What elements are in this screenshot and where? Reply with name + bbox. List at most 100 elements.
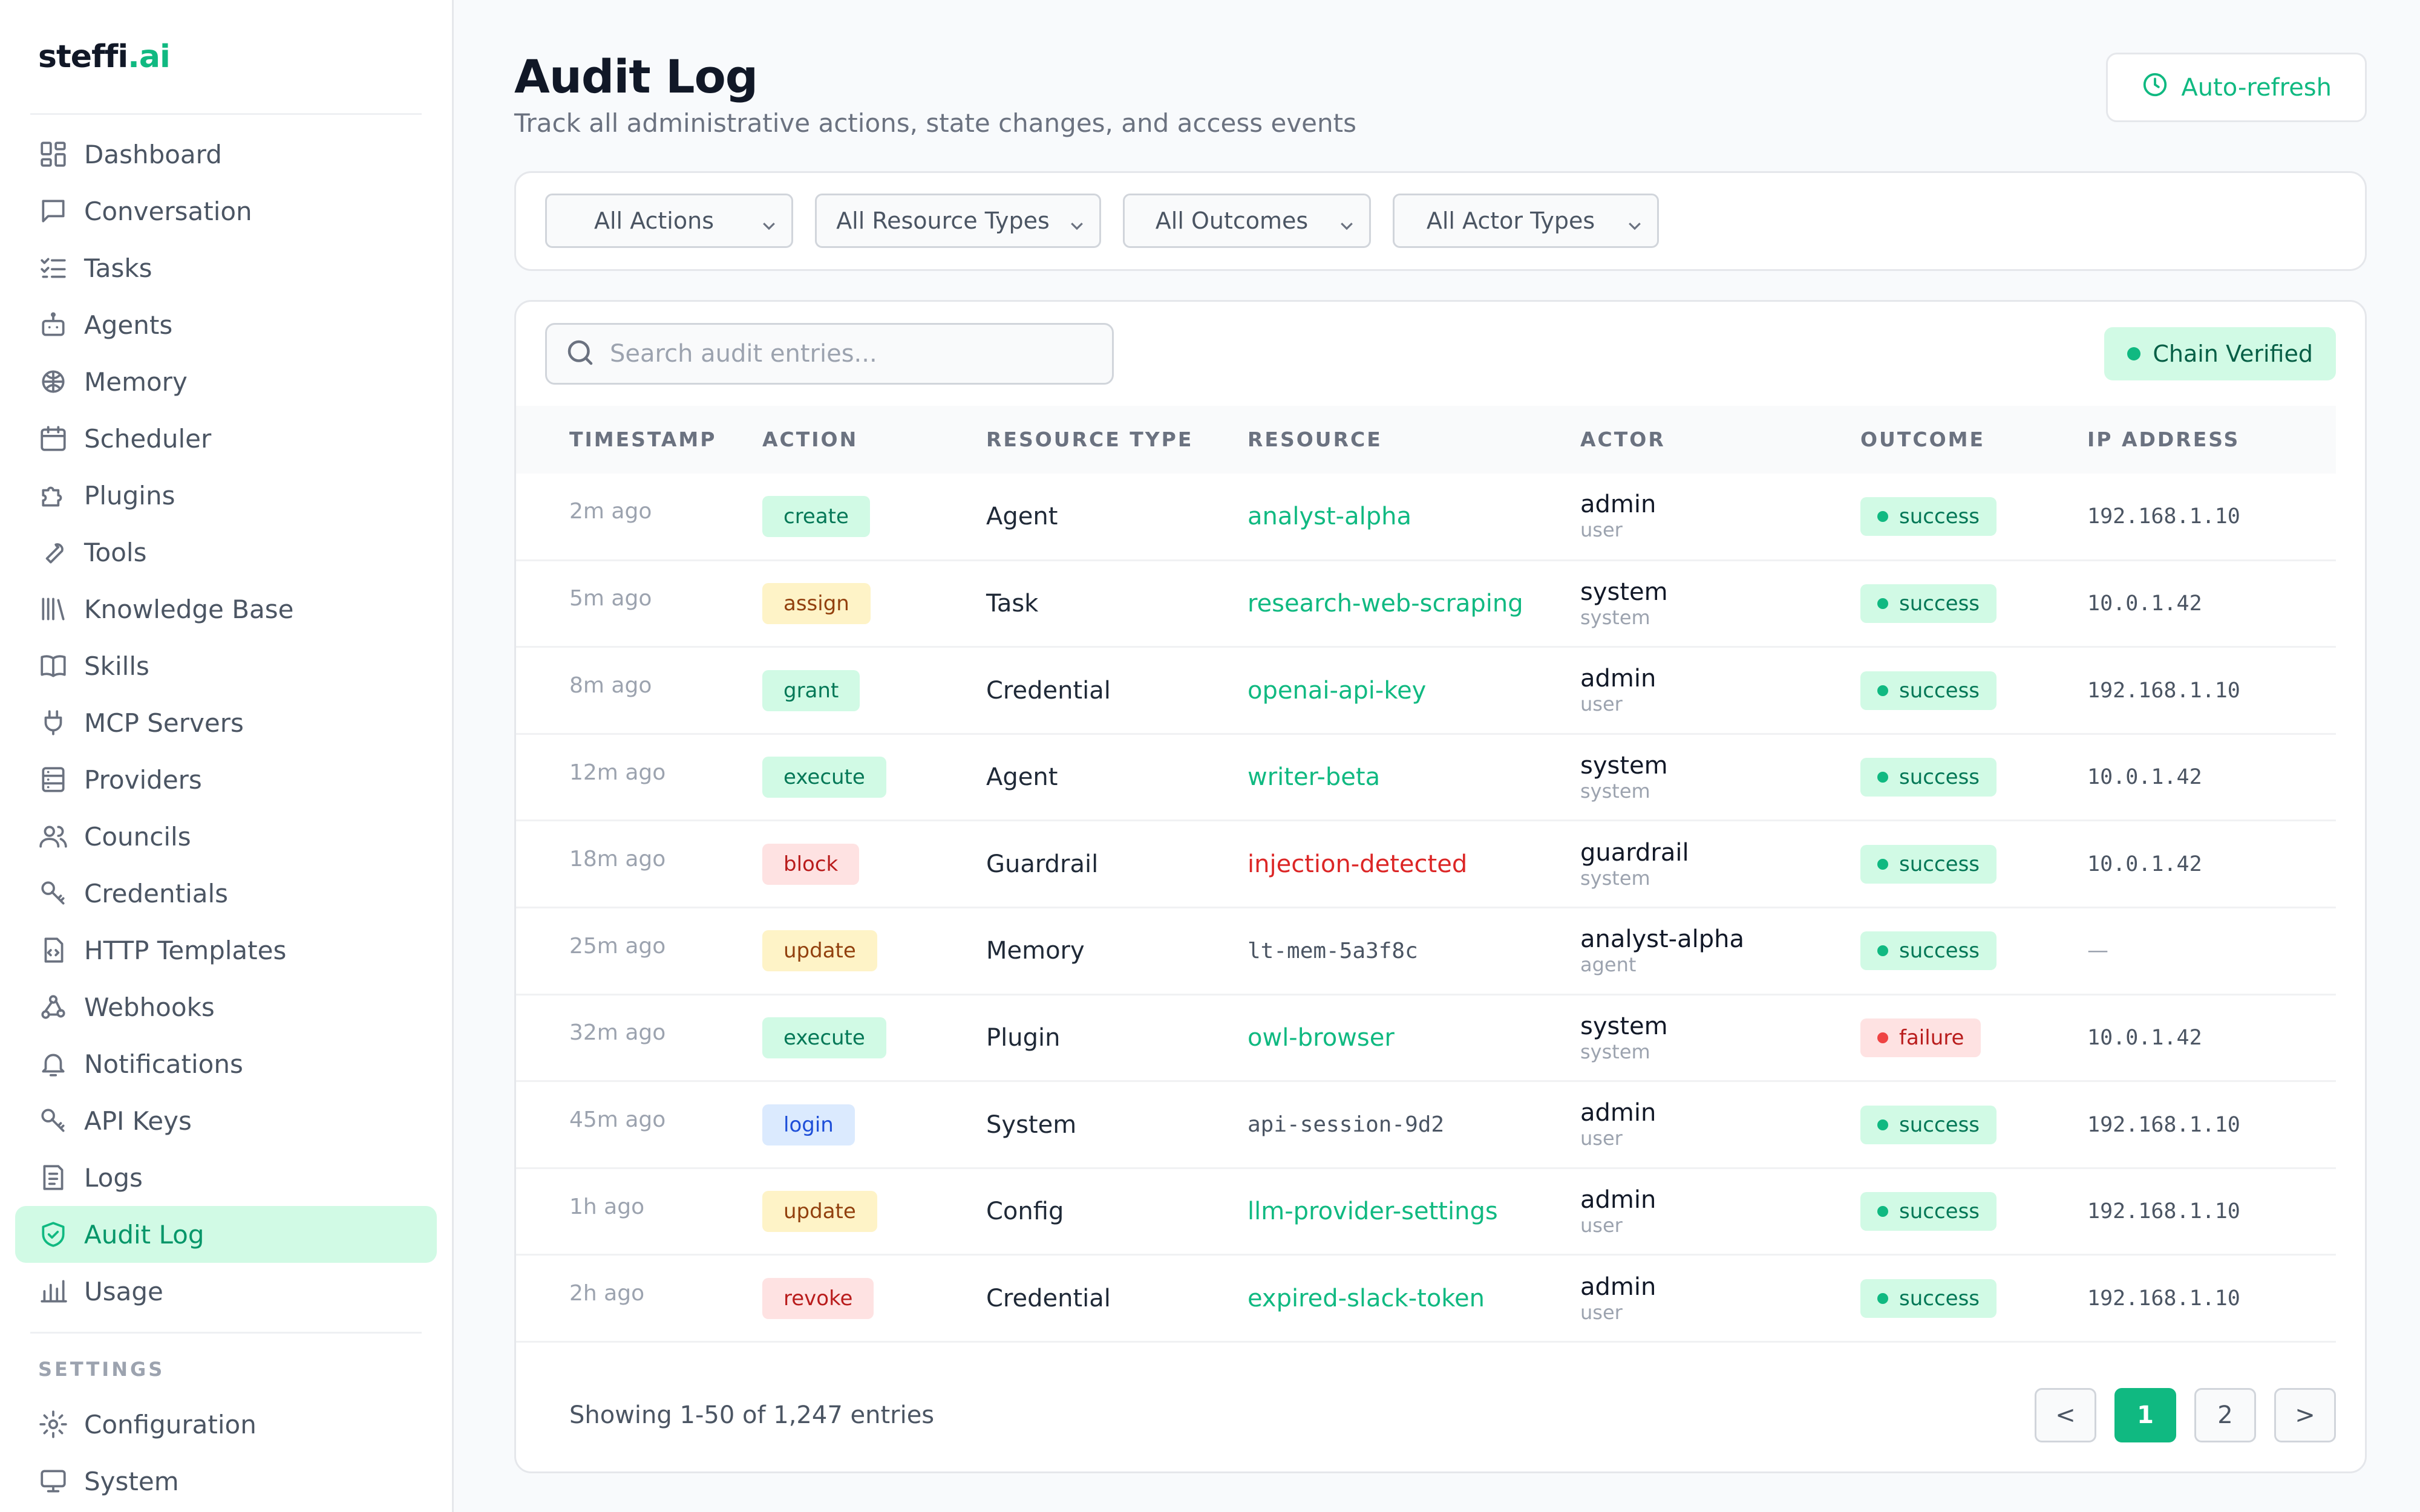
status-dot-icon bbox=[1877, 858, 1888, 870]
actor-types-filter-value: All Actor Types bbox=[1426, 207, 1595, 235]
sidebar-item-memory[interactable]: Memory bbox=[15, 353, 437, 410]
actor-name: system bbox=[1580, 1012, 1668, 1040]
chevron-down-icon bbox=[1338, 213, 1356, 232]
prev-page-button[interactable]: < bbox=[2035, 1388, 2096, 1443]
actor-name: admin bbox=[1580, 1272, 1656, 1301]
sidebar-item-skills[interactable]: Skills bbox=[15, 637, 437, 694]
sidebar-item-dashboard[interactable]: Dashboard bbox=[15, 126, 437, 183]
outcome-label: success bbox=[1899, 765, 1980, 790]
sidebar-item-label: Credentials bbox=[84, 878, 229, 908]
sidebar-item-api-keys[interactable]: API Keys bbox=[15, 1092, 437, 1149]
sidebar-item-webhooks[interactable]: Webhooks bbox=[15, 979, 437, 1035]
column-header-action[interactable]: ACTION bbox=[762, 428, 858, 452]
sidebar-item-tasks[interactable]: Tasks bbox=[15, 240, 437, 296]
sidebar-item-audit-log[interactable]: Audit Log bbox=[15, 1206, 437, 1263]
timestamp-cell: 25m ago bbox=[516, 907, 762, 996]
sidebar-item-mcp-servers[interactable]: MCP Servers bbox=[15, 694, 437, 751]
sidebar-divider bbox=[30, 1332, 422, 1334]
sidebar-item-knowledge-base[interactable]: Knowledge Base bbox=[15, 581, 437, 637]
column-header-ip-address[interactable]: IP ADDRESS bbox=[2087, 428, 2240, 452]
sidebar-item-plugins[interactable]: Plugins bbox=[15, 467, 437, 524]
search-input[interactable] bbox=[610, 339, 1094, 368]
table-row[interactable]: 32m ago execute Plugin owl-browser system sys… bbox=[516, 994, 2336, 1083]
page-button-2[interactable]: 2 bbox=[2194, 1388, 2256, 1443]
sidebar-item-label: Dashboard bbox=[84, 139, 222, 169]
actor-cell: system system bbox=[1580, 560, 1860, 648]
book-icon bbox=[38, 651, 84, 681]
table-row[interactable]: 2h ago revoke Credential expired-slack-toke… bbox=[516, 1254, 2336, 1343]
sidebar-item-label: Plugins bbox=[84, 480, 175, 510]
resource-link[interactable]: research-web-scraping bbox=[1248, 589, 1523, 618]
webhook-icon bbox=[38, 992, 84, 1022]
actions-filter-select[interactable]: All Actions bbox=[545, 194, 793, 249]
action-badge: grant bbox=[762, 670, 860, 711]
resource-cell: writer-beta bbox=[1248, 734, 1580, 822]
action-cell: grant bbox=[762, 647, 986, 735]
library-icon bbox=[38, 594, 84, 624]
resource-link[interactable]: openai-api-key bbox=[1248, 676, 1427, 705]
sidebar-item-system[interactable]: System bbox=[15, 1453, 437, 1510]
sidebar-item-notifications[interactable]: Notifications bbox=[15, 1035, 437, 1092]
column-header-timestamp[interactable]: TIMESTAMP bbox=[569, 428, 717, 452]
search-box[interactable] bbox=[545, 322, 1114, 385]
brand-logo[interactable]: steffi .ai bbox=[30, 0, 422, 115]
outcome-badge: success bbox=[1860, 1192, 1996, 1231]
resource-link[interactable]: injection-detected bbox=[1248, 850, 1468, 878]
action-cell: revoke bbox=[762, 1254, 986, 1343]
column-header-outcome[interactable]: OUTCOME bbox=[1860, 428, 1986, 452]
resource-link[interactable]: owl-browser bbox=[1248, 1023, 1395, 1052]
auto-refresh-button[interactable]: Auto-refresh bbox=[2106, 53, 2367, 122]
table-row[interactable]: 18m ago block Guardrail injection-detected g… bbox=[516, 820, 2336, 909]
outcome-label: success bbox=[1899, 1199, 1980, 1224]
outcome-badge: success bbox=[1860, 584, 1996, 623]
actor-types-filter-select[interactable]: All Actor Types bbox=[1393, 194, 1659, 249]
actor-type: user bbox=[1580, 1213, 1623, 1237]
resource-link[interactable]: llm-provider-settings bbox=[1248, 1198, 1498, 1226]
table-row[interactable]: 1h ago update Config llm-provider-settings a… bbox=[516, 1168, 2336, 1256]
outcome-cell: success bbox=[1860, 1081, 2087, 1169]
sidebar-item-conversation[interactable]: Conversation bbox=[15, 183, 437, 240]
outcome-badge: success bbox=[1860, 1105, 1996, 1144]
chat-icon bbox=[38, 196, 84, 226]
column-header-actor[interactable]: ACTOR bbox=[1580, 428, 1666, 452]
sidebar-item-tools[interactable]: Tools bbox=[15, 524, 437, 581]
outcomes-filter-select[interactable]: All Outcomes bbox=[1123, 194, 1371, 249]
sidebar-nav: Dashboard Conversation Tasks Agents Memory Sc… bbox=[15, 115, 437, 1320]
column-header-resource[interactable]: RESOURCE bbox=[1248, 428, 1382, 452]
table-row[interactable]: 45m ago login System api-session-9d2 admin us… bbox=[516, 1081, 2336, 1169]
sidebar-item-scheduler[interactable]: Scheduler bbox=[15, 410, 437, 467]
actor-cell: admin user bbox=[1580, 647, 1860, 735]
next-page-button[interactable]: > bbox=[2274, 1388, 2336, 1443]
main-content: Audit Log Track all administrative actio… bbox=[454, 0, 2420, 1512]
sidebar-item-providers[interactable]: Providers bbox=[15, 751, 437, 808]
outcome-cell: success bbox=[1860, 820, 2087, 909]
table-row[interactable]: 25m ago update Memory lt-mem-5a3f8c analyst-… bbox=[516, 907, 2336, 996]
resource-cell: openai-api-key bbox=[1248, 647, 1580, 735]
resource-link[interactable]: writer-beta bbox=[1248, 763, 1381, 792]
table-row[interactable]: 12m ago execute Agent writer-beta system syst… bbox=[516, 734, 2336, 822]
ip-address-cell: 192.168.1.10 bbox=[2087, 1254, 2336, 1343]
sidebar-item-logs[interactable]: Logs bbox=[15, 1149, 437, 1206]
table-row[interactable]: 8m ago grant Credential openai-api-key admin… bbox=[516, 647, 2336, 735]
sidebar-item-usage[interactable]: Usage bbox=[15, 1263, 437, 1320]
sidebar-item-agents[interactable]: Agents bbox=[15, 296, 437, 353]
table-body: 2m ago create Agent analyst-alpha admin user s… bbox=[516, 473, 2336, 1343]
resource-type-cell: Plugin bbox=[986, 994, 1248, 1083]
sidebar-item-http-templates[interactable]: HTTP Templates bbox=[15, 922, 437, 979]
column-header-resource-type[interactable]: RESOURCE TYPE bbox=[986, 428, 1194, 452]
sidebar-item-councils[interactable]: Councils bbox=[15, 808, 437, 865]
table-row[interactable]: 2m ago create Agent analyst-alpha admin user s… bbox=[516, 473, 2336, 561]
outcome-label: success bbox=[1899, 591, 1980, 616]
table-row[interactable]: 5m ago assign Task research-web-scraping sys… bbox=[516, 560, 2336, 648]
outcome-cell: failure bbox=[1860, 994, 2087, 1083]
sidebar-item-configuration[interactable]: Configuration bbox=[15, 1396, 437, 1453]
page-button-1[interactable]: 1 bbox=[2114, 1388, 2176, 1443]
sidebar-item-credentials[interactable]: Credentials bbox=[15, 865, 437, 922]
action-badge: revoke bbox=[762, 1277, 874, 1319]
resource-link[interactable]: analyst-alpha bbox=[1248, 502, 1411, 530]
resource-link[interactable]: expired-slack-token bbox=[1248, 1284, 1485, 1312]
resource-types-filter-select[interactable]: All Resource Types bbox=[815, 194, 1101, 249]
ip-address-cell: 192.168.1.10 bbox=[2087, 1168, 2336, 1256]
action-cell: update bbox=[762, 907, 986, 996]
outcome-label: success bbox=[1899, 1112, 1980, 1137]
